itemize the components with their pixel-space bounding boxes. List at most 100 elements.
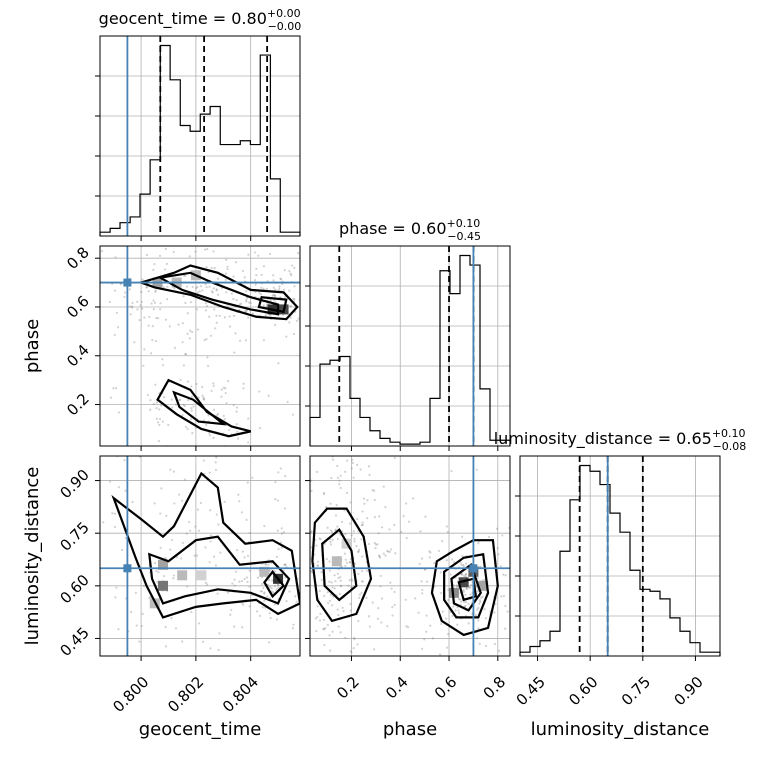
scatter-point — [319, 304, 321, 306]
scatter-point — [161, 364, 165, 367]
scatter-point — [323, 662, 325, 664]
contour-line — [137, 264, 299, 321]
scatter-point — [181, 640, 184, 643]
scatter-point — [203, 248, 207, 251]
scatter-point — [368, 625, 372, 628]
scatter-point — [320, 307, 322, 309]
scatter-point — [333, 628, 335, 630]
scatter-point — [204, 309, 208, 312]
scatter-point — [463, 600, 466, 603]
scatter-point — [157, 664, 159, 666]
scatter-point — [152, 403, 155, 406]
scatter-point — [359, 468, 362, 471]
scatter-point — [263, 599, 266, 602]
scatter-point — [461, 535, 464, 538]
scatter-point — [222, 386, 226, 389]
scatter-point — [495, 527, 499, 530]
scatter-point — [356, 489, 358, 491]
scatter-point — [281, 282, 284, 286]
scatter-point — [230, 292, 234, 295]
scatter-point — [230, 608, 233, 612]
scatter-point — [295, 600, 298, 603]
scatter-point — [263, 524, 266, 528]
scatter-point — [355, 545, 358, 548]
scatter-point — [361, 694, 363, 696]
scatter-point — [350, 578, 353, 581]
scatter-point — [234, 261, 238, 264]
scatter-point — [447, 599, 450, 602]
scatter-point — [393, 456, 396, 460]
scatter-point — [361, 580, 364, 583]
scatter-point — [164, 268, 167, 271]
scatter-point — [242, 387, 245, 390]
scatter-point — [154, 290, 157, 293]
scatter-point — [213, 308, 216, 311]
scatter-point — [142, 584, 145, 588]
x-tick-label: 0.90 — [671, 673, 707, 709]
scatter-point — [328, 599, 331, 602]
scatter-point — [338, 482, 341, 486]
scatter-point — [166, 285, 169, 288]
scatter-point — [247, 253, 250, 256]
scatter-point — [211, 291, 214, 294]
scatter-point — [269, 252, 272, 255]
scatter-point — [303, 579, 305, 581]
scatter-point — [327, 327, 329, 329]
density-cell — [478, 580, 489, 591]
scatter-point — [155, 316, 158, 320]
scatter-point — [323, 682, 325, 684]
scatter-point — [258, 427, 262, 430]
scatter-point — [276, 241, 278, 243]
scatter-point — [273, 570, 277, 573]
scatter-point — [512, 624, 514, 626]
scatter-point — [164, 247, 167, 250]
scatter-point — [502, 594, 506, 598]
scatter-point — [437, 549, 441, 552]
scatter-point — [131, 305, 134, 308]
scatter-point — [259, 590, 262, 593]
scatter-point — [198, 290, 201, 293]
scatter-point — [361, 523, 364, 527]
scatter-point — [367, 542, 371, 546]
scatter-point — [322, 628, 326, 631]
scatter-point — [190, 385, 193, 388]
scatter-point — [349, 609, 352, 612]
scatter-point — [378, 571, 380, 573]
scatter-point — [487, 535, 491, 539]
scatter-point — [288, 590, 291, 593]
scatter-point — [100, 249, 104, 253]
scatter-point — [202, 397, 205, 400]
scatter-point — [245, 299, 248, 302]
scatter-point — [438, 653, 442, 656]
scatter-point — [245, 518, 248, 521]
scatter-point — [439, 591, 443, 595]
scatter-point — [202, 396, 205, 399]
scatter-point — [455, 584, 458, 587]
scatter-point — [98, 739, 100, 741]
scatter-point — [185, 585, 189, 588]
panel-title-phase: phase = 0.60+0.10 −0.45 — [339, 217, 481, 243]
scatter-point — [348, 579, 351, 582]
scatter-point — [260, 273, 263, 276]
scatter-point — [360, 538, 363, 541]
scatter-point — [261, 606, 264, 609]
scatter-point — [268, 569, 272, 572]
scatter-point — [189, 329, 192, 332]
scatter-point — [256, 576, 260, 579]
scatter-point — [14, 419, 16, 421]
scatter-point — [248, 531, 251, 535]
scatter-point — [210, 266, 213, 270]
scatter-point — [271, 591, 275, 594]
scatter-point — [195, 287, 198, 290]
scatter-point — [451, 614, 454, 617]
scatter-point — [111, 512, 114, 515]
contour-line — [443, 552, 490, 619]
scatter-point — [232, 428, 234, 430]
scatter-point — [257, 254, 260, 257]
scatter-point — [293, 425, 295, 427]
contour-line — [172, 390, 227, 426]
scatter-point — [142, 661, 144, 663]
scatter-point — [228, 315, 231, 318]
scatter-point — [344, 470, 347, 473]
scatter-point — [305, 528, 307, 530]
